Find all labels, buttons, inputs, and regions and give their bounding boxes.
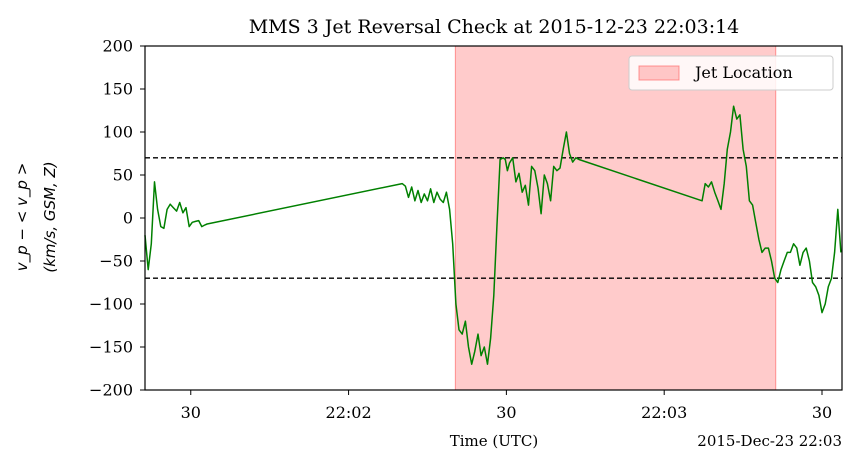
x-axis-label: Time (UTC) bbox=[450, 432, 539, 450]
x-axis: 30 22:02 30 22:03 30 bbox=[181, 390, 832, 422]
y-axis-label-line2: (km/s, GSM, Z) bbox=[41, 161, 59, 272]
y-tick-label: 0 bbox=[123, 209, 133, 228]
y-axis-label-line1: v_p − < v_p > bbox=[13, 163, 32, 272]
y-tick-label: −200 bbox=[89, 381, 133, 400]
y-tick-label: 150 bbox=[102, 80, 133, 99]
series-group bbox=[144, 105, 842, 365]
y-tick-label: −50 bbox=[99, 252, 133, 271]
y-tick-label: 200 bbox=[102, 37, 133, 56]
y-tick-label: 50 bbox=[113, 166, 133, 185]
x-tick-label: 22:03 bbox=[641, 403, 687, 422]
series-line bbox=[144, 105, 842, 365]
legend-label: Jet Location bbox=[693, 63, 793, 82]
y-tick-label: −150 bbox=[89, 338, 133, 357]
x-tick-label: 30 bbox=[496, 403, 516, 422]
chart-title: MMS 3 Jet Reversal Check at 2015-12-23 2… bbox=[249, 16, 740, 38]
x-offset-label: 2015-Dec-23 22:03 bbox=[697, 432, 842, 450]
y-tick-label: 100 bbox=[102, 123, 133, 142]
legend-box bbox=[628, 55, 834, 91]
y-axis-label: v_p − < v_p > (km/s, GSM, Z) bbox=[13, 161, 59, 272]
x-tick-label: 22:02 bbox=[326, 403, 372, 422]
legend: Jet Location bbox=[628, 55, 834, 91]
y-tick-label: −100 bbox=[89, 295, 133, 314]
jet-location-span bbox=[454, 45, 777, 391]
legend-swatch bbox=[638, 65, 680, 81]
y-axis: 200 150 100 50 0 −50 −100 −150 −200 bbox=[89, 37, 145, 400]
x-tick-label: 30 bbox=[812, 403, 832, 422]
x-tick-label: 30 bbox=[181, 403, 201, 422]
